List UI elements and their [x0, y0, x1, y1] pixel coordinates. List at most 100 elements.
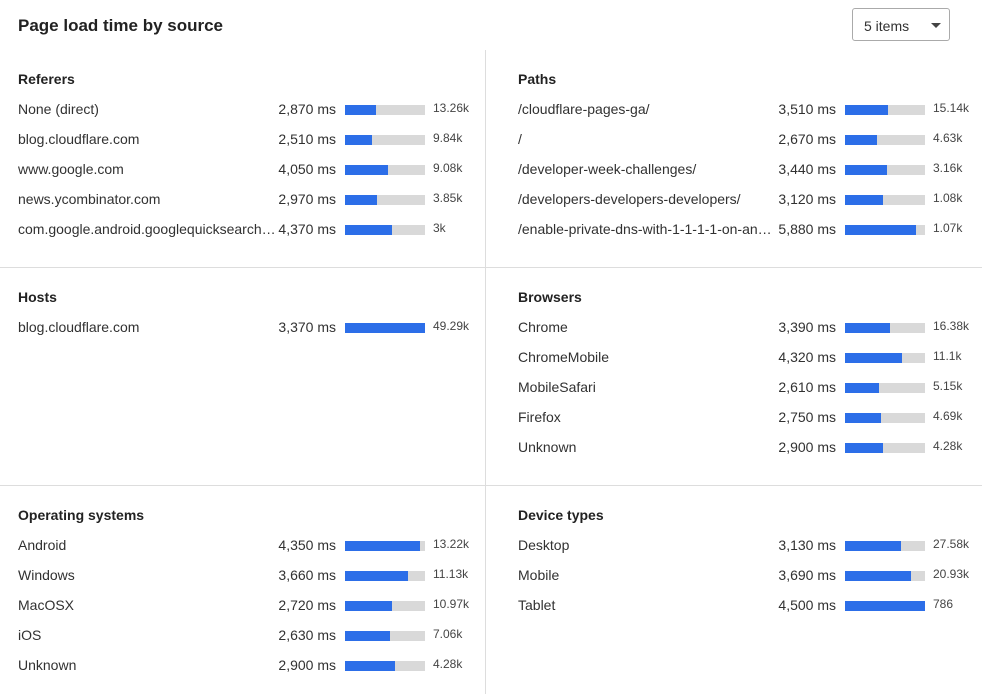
chevron-down-icon	[931, 23, 941, 28]
load-time-bar-fill	[845, 105, 889, 115]
item-name: Unknown	[18, 657, 77, 673]
load-time-bar	[345, 601, 425, 611]
load-time-bar	[845, 105, 925, 115]
load-time-bar	[345, 165, 425, 175]
load-time-bar-fill	[845, 195, 883, 205]
load-time: 4,050 ms	[278, 161, 336, 177]
list-item: blog.cloudflare.com 2,510 ms 9.84k	[18, 131, 498, 161]
load-time-bar	[845, 135, 925, 145]
request-count: 4.28k	[933, 439, 963, 453]
row-divider	[0, 267, 982, 268]
request-count: 1.08k	[933, 191, 963, 205]
item-name: /developers-developers-developers/	[518, 191, 741, 207]
load-time-bar-fill	[345, 135, 373, 145]
load-time-bar	[345, 225, 425, 235]
load-time-bar-fill	[345, 571, 409, 581]
load-time-bar	[845, 571, 925, 581]
load-time-bar	[845, 165, 925, 175]
request-count: 3.16k	[933, 161, 963, 175]
page-title: Page load time by source	[18, 16, 224, 35]
load-time-bar	[845, 413, 925, 423]
request-count: 3k	[433, 221, 446, 235]
request-count: 11.1k	[933, 349, 962, 363]
request-count: 4.63k	[933, 131, 963, 145]
section-title: Hosts	[18, 289, 57, 305]
load-time: 2,870 ms	[278, 101, 336, 117]
load-time-bar-fill	[345, 195, 377, 205]
request-count: 16.38k	[933, 319, 970, 333]
load-time-bar-fill	[345, 225, 393, 235]
load-time-bar	[345, 571, 425, 581]
request-count: 9.08k	[433, 161, 463, 175]
item-name: /	[518, 131, 522, 147]
load-time-bar-fill	[345, 165, 389, 175]
load-time-bar	[345, 195, 425, 205]
load-time-bar	[345, 661, 425, 671]
load-time: 2,510 ms	[278, 131, 336, 147]
item-name: Mobile	[518, 567, 560, 583]
load-time-bar-fill	[845, 135, 877, 145]
load-time-bar	[345, 105, 425, 115]
load-time-bar-fill	[845, 165, 887, 175]
section-title: Paths	[518, 71, 557, 87]
load-time: 2,900 ms	[278, 657, 336, 673]
select-value: 5 items	[864, 18, 910, 34]
items-count-select[interactable]: 5 items	[852, 8, 950, 41]
item-name: ChromeMobile	[518, 349, 610, 365]
request-count: 1.07k	[933, 221, 963, 235]
load-time-bar-fill	[845, 353, 902, 363]
load-time: 4,350 ms	[278, 537, 336, 553]
item-name: news.ycombinator.com	[18, 191, 161, 207]
item-name: Chrome	[518, 319, 568, 335]
load-time: 3,390 ms	[778, 319, 836, 335]
item-name: None (direct)	[18, 101, 99, 117]
request-count: 13.26k	[433, 101, 470, 115]
item-name: blog.cloudflare.com	[18, 131, 140, 147]
load-time-bar-fill	[845, 413, 881, 423]
list-item: Desktop 3,130 ms 27.58k	[518, 537, 982, 567]
item-name: /cloudflare-pages-ga/	[518, 101, 650, 117]
load-time: 2,970 ms	[278, 191, 336, 207]
list-item: /developers-developers-developers/ 3,120…	[518, 191, 982, 221]
load-time-bar-fill	[845, 601, 925, 611]
load-time-bar-fill	[845, 225, 917, 235]
request-count: 786	[933, 597, 954, 611]
item-name: com.google.android.googlequicksearchbox	[18, 221, 276, 237]
load-time-bar-fill	[845, 443, 884, 453]
list-item: blog.cloudflare.com 3,370 ms 49.29k	[18, 319, 498, 349]
request-count: 5.15k	[933, 379, 963, 393]
request-count: 11.13k	[433, 567, 469, 581]
load-time: 2,750 ms	[778, 409, 836, 425]
list-item: Windows 3,660 ms 11.13k	[18, 567, 498, 597]
load-time: 2,900 ms	[778, 439, 836, 455]
load-time: 4,500 ms	[778, 597, 836, 613]
column-divider	[485, 50, 486, 694]
item-name: www.google.com	[18, 161, 124, 177]
load-time: 3,120 ms	[778, 191, 836, 207]
list-item: Android 4,350 ms 13.22k	[18, 537, 498, 567]
section-title: Browsers	[518, 289, 582, 305]
load-time: 3,510 ms	[778, 101, 836, 117]
request-count: 10.97k	[433, 597, 470, 611]
list-item: Unknown 2,900 ms 4.28k	[518, 439, 982, 469]
item-name: Android	[18, 537, 67, 553]
request-count: 27.58k	[933, 537, 970, 551]
load-time: 2,630 ms	[278, 627, 336, 643]
request-count: 3.85k	[433, 191, 463, 205]
load-time-bar	[845, 443, 925, 453]
list-item: /developer-week-challenges/ 3,440 ms 3.1…	[518, 161, 982, 191]
list-item: news.ycombinator.com 2,970 ms 3.85k	[18, 191, 498, 221]
item-name: Desktop	[518, 537, 570, 553]
request-count: 13.22k	[433, 537, 470, 551]
load-time: 3,130 ms	[778, 537, 836, 553]
list-item: Mobile 3,690 ms 20.93k	[518, 567, 982, 597]
list-item: /enable-private-dns-with-1-1-1-1-on-andr…	[518, 221, 982, 251]
list-item: Firefox 2,750 ms 4.69k	[518, 409, 982, 439]
list-item: None (direct) 2,870 ms 13.26k	[18, 101, 498, 131]
load-time: 3,440 ms	[778, 161, 836, 177]
load-time-bar-fill	[345, 631, 390, 641]
section-title: Device types	[518, 507, 604, 523]
item-name: Tablet	[518, 597, 556, 613]
item-name: MacOSX	[18, 597, 75, 613]
item-name: blog.cloudflare.com	[18, 319, 140, 335]
